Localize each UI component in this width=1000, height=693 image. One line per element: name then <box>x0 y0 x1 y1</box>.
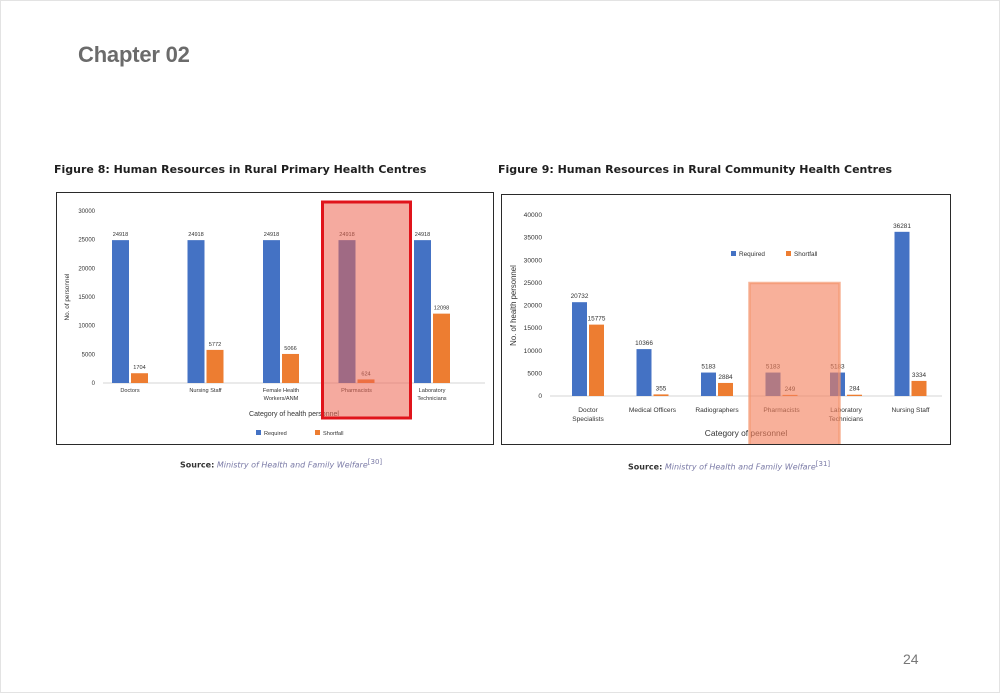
chart0-data-label: 24918 <box>415 232 431 238</box>
chart1-bar-shortfall <box>847 394 862 396</box>
chart1-category-label: Specialists <box>572 416 604 423</box>
figure-9-source: Source: Ministry of Health and Family We… <box>628 460 830 472</box>
chart0-data-label: 24918 <box>264 232 280 238</box>
chart1-y-tick-label: 5000 <box>527 370 542 377</box>
chart0-legend-label-required: Required <box>264 431 287 437</box>
chart1-y-tick-label: 10000 <box>524 348 543 355</box>
chart1-bar-required <box>894 231 910 396</box>
chart0-bar-required <box>187 240 205 383</box>
chart0-data-label: 24918 <box>188 232 204 238</box>
chart1-y-tick-label: 40000 <box>524 212 543 219</box>
chart1-data-label: 284 <box>849 386 860 393</box>
chart0-y-tick-label: 10000 <box>78 324 95 330</box>
chart1-y-tick-label: 35000 <box>524 235 543 242</box>
chart1-bar-shortfall <box>718 382 733 396</box>
chart1-bar-shortfall <box>589 324 604 396</box>
chart1-legend-label-shortfall: Shortfall <box>794 251 817 258</box>
chart0-y-tick-label: 5000 <box>82 352 96 358</box>
chart0-data-label: 12098 <box>434 306 450 312</box>
chart0-bar-shortfall <box>206 349 224 383</box>
chart1-legend-label-required: Required <box>739 251 765 258</box>
chart0-data-label: 5066 <box>284 346 296 352</box>
chart1-x-axis-title: Category of personnel <box>705 428 788 438</box>
chart1-legend-swatch-shortfall <box>786 251 791 256</box>
chart0-category-label: Nursing Staff <box>189 388 222 394</box>
chart1-y-tick-label: 25000 <box>524 280 543 287</box>
figure-8-chart-svg: 0 5000 10000 15000 20000 25000 30000 24918 24918… <box>64 200 485 437</box>
chart1-data-label: 20732 <box>571 293 589 300</box>
chart1-data-label: 15775 <box>588 316 606 323</box>
chart0-y-axis-title: No. of personnel <box>64 274 71 321</box>
chart0-category-label: Technicians <box>417 396 446 402</box>
chart0-data-label: 1704 <box>133 365 145 371</box>
figure-9-source-label: Source: <box>628 462 663 472</box>
chart1-category-label: Radiographers <box>695 407 739 414</box>
figure-9-source-ref[interactable]: [31] <box>815 460 831 468</box>
chart1-data-label: 10366 <box>635 340 653 347</box>
chart1-y-tick-label: 0 <box>538 393 542 400</box>
chart1-category-label: Technicians <box>829 416 864 423</box>
chapter-heading: Chapter 02 <box>78 42 190 67</box>
chart1-bar-required <box>572 302 587 396</box>
chart0-legend-label-shortfall: Shortfall <box>323 431 344 437</box>
chart1-bar-required <box>636 349 652 396</box>
chart1-category-label: Nursing Staff <box>892 407 930 414</box>
figure-9-chart-svg: 0 5000 10000 15000 20000 25000 30000 35000 40000… <box>509 212 942 444</box>
figure-9-title: Figure 9: Human Resources in Rural Commu… <box>498 163 893 176</box>
chart0-data-label: 5772 <box>209 342 221 348</box>
chart1-y-tick-label: 20000 <box>524 303 543 310</box>
chart1-y-axis-title: No. of health personnel <box>509 265 518 346</box>
figure-8-title: Figure 8: Human Resources in Rural Prima… <box>54 163 427 176</box>
chart0-y-tick-label: 30000 <box>78 209 95 215</box>
chart1-y-tick-label: 15000 <box>524 325 543 332</box>
chart0-highlight-box <box>321 200 412 420</box>
chart1-highlight-box <box>748 281 841 444</box>
chart0-category-label: Workers/ANM <box>264 396 299 402</box>
chart0-y-tick-label: 20000 <box>78 266 95 272</box>
figure-8-source-label: Source: <box>180 460 215 470</box>
figure-8-source-ref[interactable]: [30] <box>367 458 383 466</box>
chart0-y-tick-label: 15000 <box>78 295 95 301</box>
chart0-category-label: Doctors <box>120 388 139 394</box>
chart0-bar-required <box>112 240 129 383</box>
chart1-bar-required <box>701 372 716 396</box>
chart0-legend-swatch-required <box>256 430 261 435</box>
chart0-x-axis-title: Category of health personnel <box>249 411 339 418</box>
chart1-y-tick-label: 30000 <box>524 257 543 264</box>
chart0-y-tick-label: 25000 <box>78 238 95 244</box>
chart0-category-label: Female Health <box>263 388 299 394</box>
chart1-category-label: Medical Officers <box>629 407 677 414</box>
chart1-data-label: 355 <box>656 385 667 392</box>
chart1-data-label: 36281 <box>893 223 911 230</box>
chart0-data-label: 24918 <box>113 232 129 238</box>
chart1-bar-shortfall <box>911 380 927 396</box>
chart0-category-label: Laboratory <box>419 388 446 394</box>
chart0-bar-shortfall <box>282 353 299 383</box>
chart1-data-label: 5183 <box>701 364 716 371</box>
page-number: 24 <box>903 651 919 667</box>
chart1-legend-swatch-required <box>731 251 736 256</box>
chart0-bar-shortfall <box>433 313 450 383</box>
chart0-legend-swatch-shortfall <box>315 430 320 435</box>
chart0-y-tick-label: 0 <box>92 381 96 387</box>
figure-8-source: Source: Ministry of Health and Family We… <box>180 458 382 470</box>
chart1-data-label: 2884 <box>718 374 733 381</box>
chart1-bar-shortfall <box>653 394 669 396</box>
chart1-category-label: Doctor <box>578 407 598 414</box>
chart0-bar-shortfall <box>131 373 148 383</box>
figure-8-source-text: Ministry of Health and Family Welfare <box>216 460 368 470</box>
chart0-bar-required <box>414 240 431 383</box>
chart1-category-label: Laboratory <box>830 407 862 414</box>
figure-9-source-text: Ministry of Health and Family Welfare <box>664 462 816 472</box>
figure-8-chart: 0 5000 10000 15000 20000 25000 30000 24918 24918… <box>56 192 494 445</box>
chart1-data-label: 3334 <box>912 372 927 379</box>
figure-9-chart: 0 5000 10000 15000 20000 25000 30000 35000 40000… <box>501 194 951 445</box>
chart0-bar-required <box>263 240 280 383</box>
